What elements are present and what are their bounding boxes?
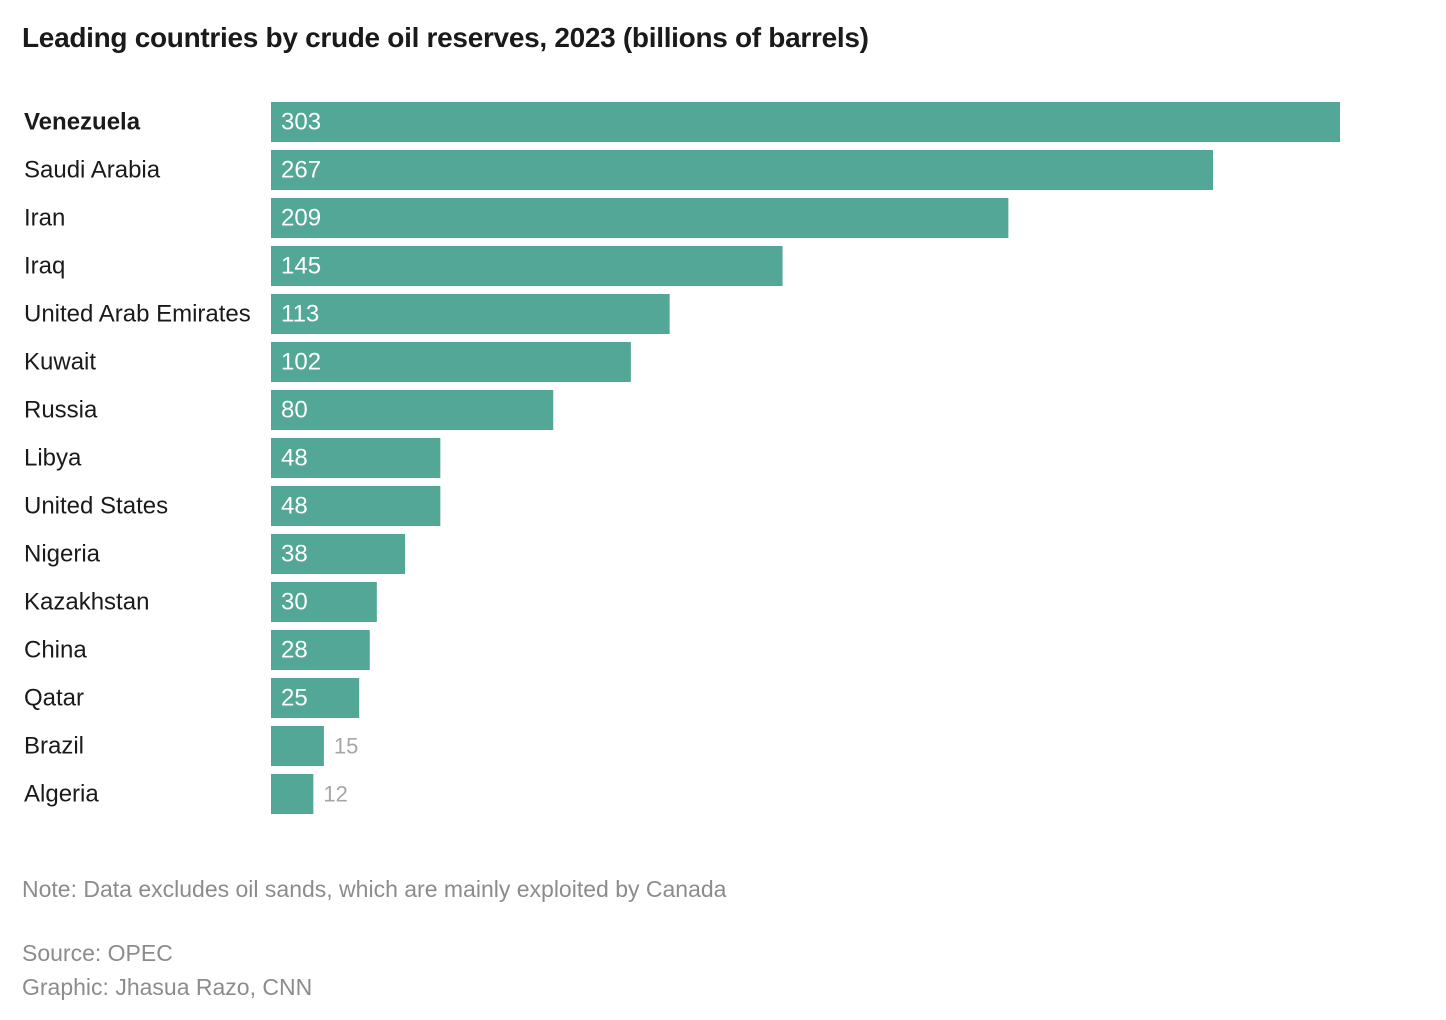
value-label: 38 (281, 541, 308, 568)
bar-row: Saudi Arabia 267 (24, 150, 1213, 190)
bar-row: Russia 80 (24, 390, 554, 430)
bar (271, 678, 360, 718)
bar-row: Kazakhstan 30 (24, 582, 377, 622)
category-label: Qatar (24, 685, 84, 712)
bar-row: Nigeria 38 (24, 534, 406, 574)
category-label: Venezuela (24, 109, 141, 136)
category-label: Nigeria (24, 541, 101, 568)
bar-row: Iraq 145 (24, 246, 783, 286)
value-label: 12 (323, 782, 347, 807)
category-label: Algeria (24, 781, 99, 808)
bar (271, 582, 377, 622)
bar (271, 342, 631, 382)
bar-row: Libya 48 (24, 438, 441, 478)
category-label: China (24, 637, 87, 664)
bar-row: United States 48 (24, 486, 441, 526)
value-label: 113 (281, 301, 319, 328)
bar (271, 150, 1213, 190)
bar (271, 630, 370, 670)
bar-row: Algeria 12 (24, 774, 348, 814)
bar (271, 246, 783, 286)
chart-source: Source: OPEC (22, 940, 173, 966)
bar-row: China 28 (24, 630, 370, 670)
value-label: 80 (281, 397, 308, 424)
category-label: Saudi Arabia (24, 157, 161, 184)
bar (271, 198, 1009, 238)
category-label: Russia (24, 397, 98, 424)
bar (271, 390, 554, 430)
bar-row: United Arab Emirates 113 (24, 294, 670, 334)
value-label: 145 (281, 253, 321, 280)
bar-row: Kuwait 102 (24, 342, 631, 382)
bar-chart: Venezuela 303 Saudi Arabia 267 Iran 209 Iraq 14… (24, 102, 1340, 814)
value-label: 48 (281, 493, 308, 520)
bar-row: Brazil 15 (24, 726, 358, 766)
chart-credit: Graphic: Jhasua Razo, CNN (22, 974, 313, 1000)
category-label: Kazakhstan (24, 589, 149, 616)
category-label: United Arab Emirates (24, 301, 251, 328)
bar-row: Venezuela 303 (24, 102, 1340, 142)
category-label: United States (24, 493, 168, 520)
value-label: 209 (281, 205, 321, 232)
category-label: Iran (24, 205, 65, 232)
value-label: 48 (281, 445, 308, 472)
bar (271, 438, 441, 478)
value-label: 267 (281, 157, 321, 184)
value-label: 28 (281, 637, 308, 664)
bar (271, 726, 324, 766)
bar (271, 486, 441, 526)
category-label: Iraq (24, 253, 65, 280)
category-label: Libya (24, 445, 82, 472)
value-label: 25 (281, 685, 308, 712)
category-label: Kuwait (24, 349, 96, 376)
value-label: 303 (281, 109, 321, 136)
category-label: Brazil (24, 733, 84, 760)
bar (271, 534, 406, 574)
bar-row: Qatar 25 (24, 678, 360, 718)
bar-row: Iran 209 (24, 198, 1009, 238)
bar (271, 294, 670, 334)
value-label: 30 (281, 589, 308, 616)
chart-title: Leading countries by crude oil reserves,… (22, 22, 869, 53)
chart-note: Note: Data excludes oil sands, which are… (22, 876, 727, 902)
bar (271, 102, 1340, 142)
bar (271, 774, 314, 814)
value-label: 15 (334, 734, 358, 759)
value-label: 102 (281, 349, 321, 376)
